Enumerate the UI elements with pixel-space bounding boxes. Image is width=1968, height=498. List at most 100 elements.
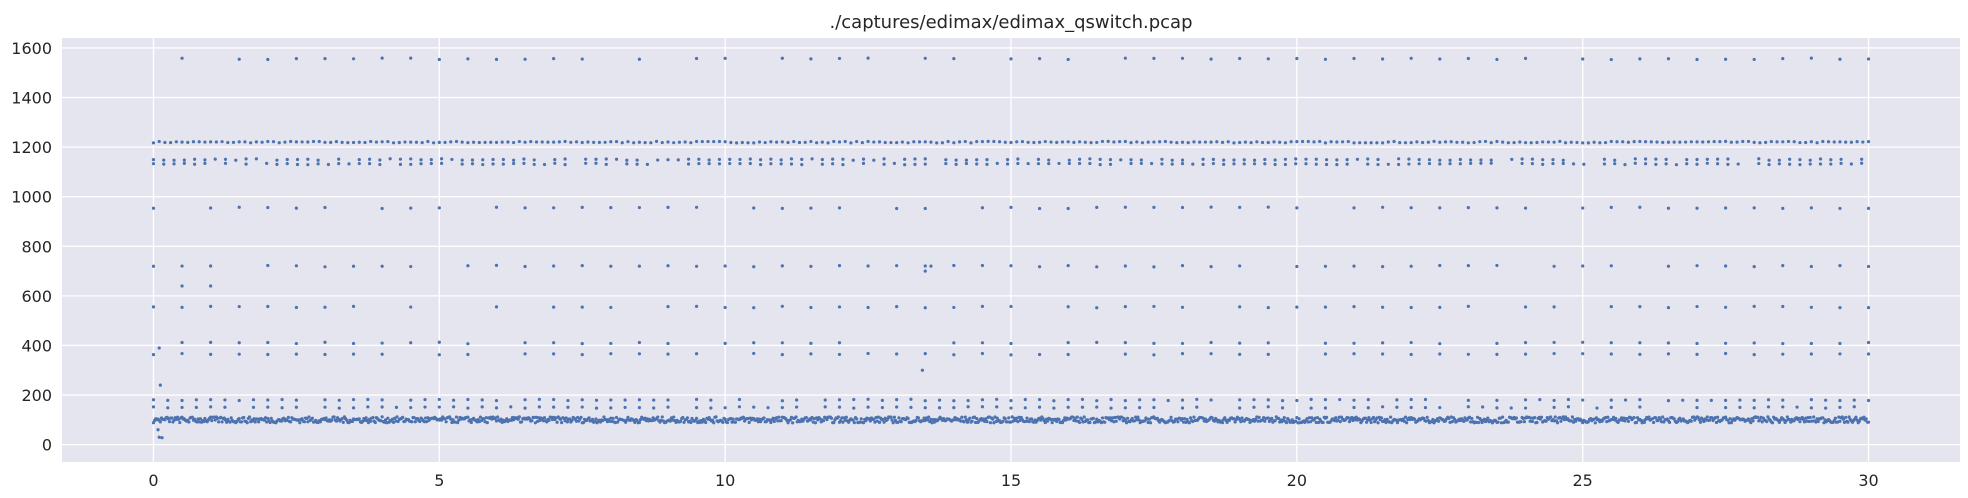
data-point	[1238, 205, 1242, 209]
data-point	[909, 397, 913, 401]
data-point	[666, 398, 670, 402]
data-point	[566, 398, 570, 403]
data-point	[1186, 141, 1190, 145]
data-point	[1603, 140, 1608, 145]
data-point	[1443, 140, 1448, 144]
data-point	[895, 352, 899, 356]
data-point	[1108, 158, 1113, 162]
data-point	[611, 416, 615, 420]
data-point	[243, 140, 247, 144]
data-point	[1455, 140, 1459, 144]
data-point	[1195, 405, 1199, 409]
data-point	[1788, 157, 1792, 161]
data-point	[226, 140, 230, 145]
data-point	[1809, 264, 1813, 269]
data-point	[620, 141, 624, 145]
data-point	[351, 57, 356, 61]
data-point	[891, 421, 895, 425]
data-point	[1662, 420, 1666, 424]
data-point	[180, 351, 184, 356]
data-point	[1552, 340, 1556, 345]
data-point	[625, 158, 629, 162]
data-point	[209, 206, 213, 210]
data-point	[1210, 416, 1214, 420]
data-point	[532, 158, 536, 162]
data-point	[1477, 420, 1481, 425]
data-point	[1294, 157, 1298, 161]
data-point	[707, 162, 711, 166]
data-point	[323, 405, 327, 409]
data-point	[980, 398, 985, 402]
data-point	[985, 158, 989, 162]
data-point	[223, 161, 228, 165]
data-point	[1523, 398, 1528, 402]
data-point	[625, 418, 629, 422]
data-point	[265, 161, 269, 165]
data-point	[1535, 140, 1539, 145]
data-point	[316, 158, 320, 162]
data-point	[383, 418, 388, 422]
data-point	[300, 140, 304, 144]
data-point	[852, 421, 856, 425]
data-point	[266, 263, 270, 268]
data-point	[1187, 421, 1191, 425]
data-point	[923, 406, 927, 410]
data-point	[558, 417, 563, 421]
data-point	[1474, 420, 1478, 424]
data-point	[1728, 417, 1732, 421]
data-point	[1405, 421, 1409, 425]
data-point	[1270, 416, 1274, 420]
data-point	[1458, 162, 1462, 166]
data-point	[913, 157, 917, 161]
data-point	[723, 56, 727, 60]
data-point	[832, 139, 836, 144]
data-point	[1123, 264, 1127, 268]
data-point	[1549, 415, 1553, 419]
data-point	[1866, 206, 1871, 210]
data-point	[151, 158, 156, 162]
data-point	[460, 162, 464, 166]
data-point	[1045, 419, 1050, 423]
data-point	[395, 415, 399, 419]
data-point	[460, 140, 464, 144]
data-point	[1188, 416, 1193, 420]
data-point	[1638, 398, 1642, 402]
data-point	[237, 341, 241, 345]
data-point	[1724, 57, 1728, 61]
data-point	[1266, 398, 1270, 402]
data-point	[1798, 158, 1802, 162]
data-point	[1152, 353, 1156, 357]
data-point	[723, 417, 727, 421]
data-point	[1824, 406, 1828, 410]
data-point	[594, 417, 598, 421]
data-point	[852, 406, 856, 410]
data-point	[1539, 415, 1544, 419]
data-point	[552, 405, 556, 409]
data-point	[1623, 398, 1628, 402]
data-point	[280, 406, 284, 410]
data-point	[203, 140, 207, 144]
data-point	[843, 139, 847, 144]
data-point	[1749, 421, 1753, 425]
data-point	[1781, 57, 1785, 61]
data-point	[809, 57, 813, 61]
data-point	[174, 140, 178, 144]
data-point	[935, 141, 939, 145]
data-point	[237, 398, 241, 403]
data-point	[980, 140, 985, 144]
data-point	[1716, 157, 1720, 161]
data-point	[491, 157, 495, 162]
data-point	[1566, 405, 1570, 409]
data-point	[666, 341, 670, 346]
data-point	[1423, 397, 1428, 402]
data-point	[251, 405, 256, 409]
data-point	[1009, 406, 1013, 410]
data-point	[725, 420, 730, 425]
data-point	[501, 157, 505, 162]
data-point	[1294, 162, 1298, 166]
data-point	[1766, 398, 1771, 402]
data-point	[1727, 421, 1731, 425]
data-point	[1809, 206, 1813, 210]
data-point	[1066, 264, 1070, 268]
data-point	[1381, 405, 1385, 409]
